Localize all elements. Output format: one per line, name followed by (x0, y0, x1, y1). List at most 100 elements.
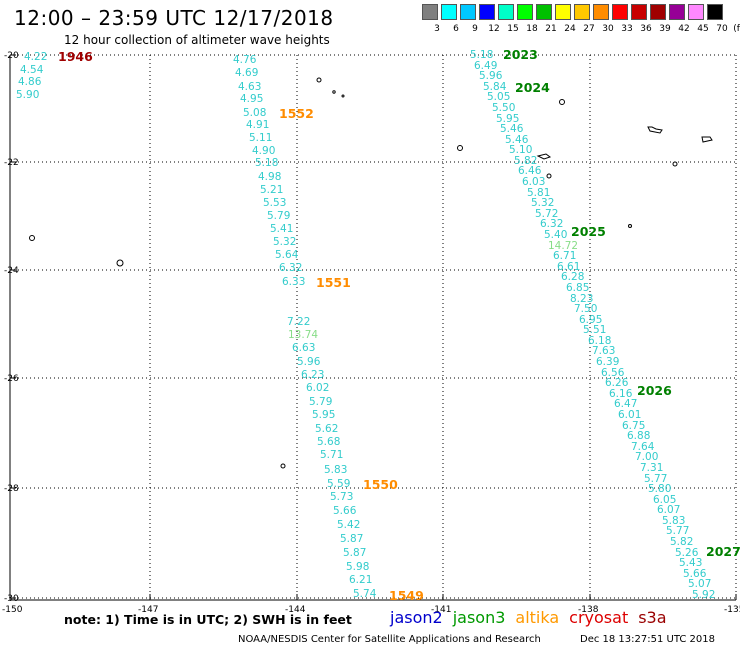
legend-jason2: jason2 (390, 608, 443, 627)
legend-altika: altika (515, 608, 560, 627)
jason3-track-value: 5.18 (470, 49, 493, 61)
lon-tick-label: -150 (2, 605, 23, 615)
altika-track-value: 5.18 (255, 157, 278, 169)
lat-tick-label: -26 (4, 374, 19, 384)
island-outline (332, 90, 336, 94)
jason3-track-value: 6.18 (588, 335, 611, 347)
lon-tick-label: -135 (724, 605, 740, 615)
altika-track-value: 4.69 (235, 67, 258, 79)
island-outlines (29, 77, 713, 469)
altika-track-value: 5.62 (315, 423, 338, 435)
jason3-track-value: 5.81 (527, 187, 550, 199)
jason3-track-value: 5.72 (535, 208, 558, 220)
scale-swatch (555, 4, 571, 20)
axis-ticks: -20 -22 -24 -26 -28 -30-150 -147 -144 -141 -138 -1… (2, 51, 740, 615)
altika-track-value: 5.32 (273, 236, 296, 248)
pass-label-1551: 1551 (316, 275, 351, 290)
scale-swatch (688, 4, 704, 20)
jason3-track-value: 5.92 (692, 589, 715, 601)
jason3-track-value: 6.26 (605, 377, 629, 389)
scale-label: 42 (678, 24, 690, 34)
island-outline (647, 126, 663, 134)
pass-label-2027: 2027 (706, 544, 740, 559)
cryosat-track-value: 5.90 (16, 89, 39, 101)
jason3-track-value: 6.01 (618, 409, 641, 421)
altika-track-value: 5.41 (270, 223, 293, 235)
jason3-track-value: 6.47 (614, 398, 637, 410)
island-outline (29, 235, 35, 241)
altika-track-value: 5.73 (330, 491, 353, 503)
lon-tick-label: -141 (431, 605, 451, 615)
pass-label-2023: 2023 (503, 47, 538, 62)
altika-track-value: 5.64 (275, 249, 299, 261)
altika-track-value: 5.98 (346, 561, 369, 573)
altika-track-value: 5.11 (249, 132, 272, 144)
jason3-track-value: 14.72 (548, 240, 578, 252)
scale-swatch (517, 4, 533, 20)
scale-label: 70 (716, 24, 728, 34)
scale-swatch (422, 4, 438, 20)
scale-swatch (536, 4, 552, 20)
legend-s3a: s3a (638, 608, 667, 627)
lon-tick-label: -138 (578, 605, 599, 615)
scale-label: 30 (602, 24, 614, 34)
altika-track-value: 4.76 (233, 54, 257, 66)
jason3-track-value: 5.96 (479, 70, 503, 82)
jason3-track-value: 8.23 (570, 293, 593, 305)
jason3-track-value: 7.50 (574, 303, 597, 315)
pass-label-2025: 2025 (571, 224, 606, 239)
island-outline (536, 153, 552, 160)
scale-swatch (707, 4, 723, 20)
scale-label: 24 (564, 24, 576, 34)
pass-labels: 1946 1552 1551 1550 1549 2023 2024 2025 2026 2027 (58, 47, 740, 603)
scale-label: 18 (526, 24, 538, 34)
jason3-track-value: 5.05 (487, 91, 510, 103)
wave-height-tracks: 4.224.544.865.90 4.764.69 4.634.95 5.084.91… (16, 49, 715, 601)
altika-track-value: 4.98 (258, 171, 281, 183)
altika-track-value: 5.79 (309, 396, 332, 408)
jason3-track-value: 7.63 (592, 345, 615, 357)
jason3-track-value: 5.84 (483, 81, 507, 93)
lat-tick-label: -28 (4, 484, 19, 494)
scale-swatch (574, 4, 590, 20)
pass-label-1552: 1552 (279, 106, 314, 121)
jason3-track-value: 5.77 (644, 473, 667, 485)
altika-track-value: 6.33 (282, 276, 305, 288)
jason3-track-value: 5.40 (544, 229, 567, 241)
altika-track-value: 5.21 (260, 184, 283, 196)
jason3-track-value: 5.26 (675, 547, 699, 559)
jason3-track-value: 6.71 (553, 250, 576, 262)
jason3-track-value: 5.50 (492, 102, 515, 114)
scale-label: 6 (453, 24, 459, 34)
altika-track-value: 5.53 (263, 197, 286, 209)
scale-unit: (ft) (733, 24, 740, 34)
scale-swatch (631, 4, 647, 20)
scale-swatch (441, 4, 457, 20)
island-outline (628, 224, 632, 228)
jason3-track-value: 5.46 (500, 123, 524, 135)
jason3-track-value: 5.95 (496, 113, 519, 125)
altika-track-value: 4.95 (240, 93, 263, 105)
credit-text: NOAA/NESDIS Center for Satellite Applica… (238, 634, 541, 645)
altika-track-value: 4.90 (252, 145, 275, 157)
island-outline (341, 94, 345, 98)
jason3-track-value: 5.51 (583, 324, 606, 336)
jason3-track-value: 6.39 (596, 356, 619, 368)
jason3-track-value: 7.31 (640, 462, 663, 474)
scale-swatch (498, 4, 514, 20)
scale-label: 39 (659, 24, 671, 34)
island-outline (546, 173, 552, 179)
altika-track-value: 5.68 (317, 436, 340, 448)
lat-tick-label: -30 (4, 594, 19, 604)
altika-track-value: 6.32 (279, 262, 302, 274)
cryosat-track-value: 4.86 (18, 76, 42, 88)
island-outline (280, 463, 286, 469)
altika-track-value: 5.79 (267, 210, 290, 222)
jason3-track-value: 5.82 (514, 155, 537, 167)
jason3-track-value: 5.32 (531, 197, 554, 209)
scale-label: 33 (621, 24, 633, 34)
scale-label: 27 (583, 24, 595, 34)
jason3-track-value: 6.05 (653, 494, 676, 506)
cryosat-track-value: 4.22 (24, 51, 47, 63)
lat-tick-label: -22 (4, 158, 19, 168)
